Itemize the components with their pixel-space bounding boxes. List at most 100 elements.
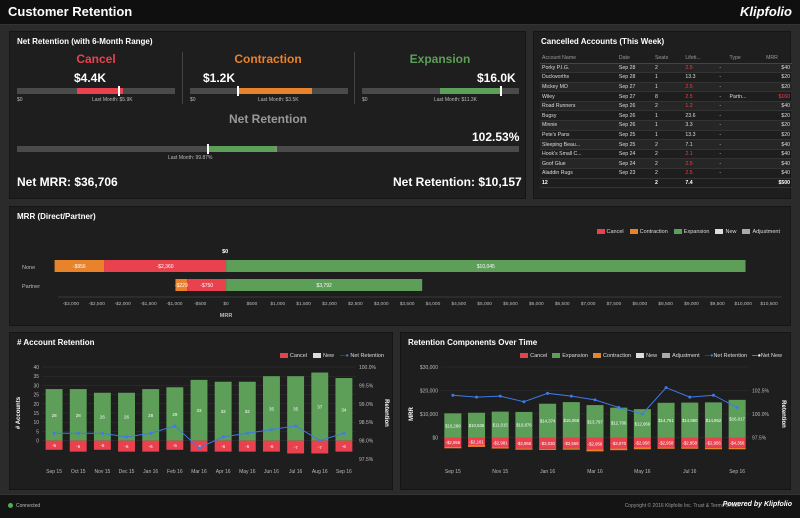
net-retention-point: [498, 394, 502, 398]
x-tick-label: Jan 16: [143, 469, 158, 475]
table-cell: 7.1: [683, 139, 718, 150]
y-tick-label: 20: [33, 402, 39, 408]
table-row[interactable]: Minnie Sep 26 1 3.3- $20: [540, 120, 792, 131]
x-tick-label: Jan 16: [540, 469, 555, 475]
x-tick-label: Feb 16: [167, 469, 183, 475]
cancel-value-label: -$3,070: [611, 441, 626, 446]
expansion-value-label: $12,706: [611, 421, 627, 426]
kpi-contraction-track: [190, 86, 348, 96]
table-row[interactable]: Hook's Small C... Sep 24 2 2.1- $40: [540, 149, 792, 160]
legend-item-expansion[interactable]: Expansion: [552, 353, 588, 359]
x-tick-label: Apr 16: [216, 469, 231, 475]
table-cell: Pete's Pans: [540, 130, 617, 141]
legend-item-new[interactable]: New: [636, 353, 657, 359]
table-cell: Mickey MO: [540, 82, 617, 93]
x-tick-label: $3,000: [374, 301, 389, 307]
copyright[interactable]: Copyright © 2016 Klipfolio Inc. Trust & …: [624, 503, 740, 509]
x-tick-label: Mar 16: [191, 469, 207, 475]
table-cell: Minnie: [540, 120, 617, 131]
table-cell: 2.5: [683, 158, 718, 170]
legend-item-contraction[interactable]: Contraction: [629, 229, 668, 235]
column-header[interactable]: Seats: [652, 54, 684, 64]
cancel-value-label: -6: [245, 444, 249, 449]
y2-tick-label: 98.5%: [359, 420, 374, 426]
x-tick-label: $7,000: [581, 301, 596, 307]
table-row[interactable]: Bugsy Sep 26 1 23.6- $20: [540, 110, 792, 122]
cancelled-accounts-panel: Cancelled Accounts (This Week) Account N…: [533, 31, 792, 199]
net-retention-point: [221, 435, 225, 439]
current-marker: [237, 86, 239, 96]
table-cell: 1: [652, 120, 684, 131]
net-retention-point: [149, 431, 153, 435]
cancel-bar: [335, 440, 353, 452]
x-tick-label: $9,500: [710, 301, 725, 307]
cancel-bar: [287, 440, 305, 454]
x-tick-label: $500: [247, 301, 258, 307]
x-tick-label: May 16: [634, 469, 651, 475]
table-row[interactable]: Aladdin Rugs Sep 23 2 2.5- $40: [540, 168, 792, 179]
legend-item-cancel[interactable]: Cancel: [520, 353, 547, 359]
current-marker: [500, 86, 502, 96]
new-bar: [214, 381, 232, 441]
table-cell: -: [717, 130, 728, 141]
table-row[interactable]: Porky P.I.G. Sep 28 2 2.5- $40: [540, 63, 792, 74]
legend-item-expansion[interactable]: Expansion: [673, 229, 709, 235]
cancel-value-label: -$4,356: [730, 441, 745, 446]
legend-item-net-new[interactable]: —●Net New: [752, 353, 782, 359]
table-cell: -: [717, 120, 728, 131]
x-tick-label: $6,000: [529, 301, 544, 307]
legend-item-cancel[interactable]: Cancel: [279, 353, 307, 359]
table-cell: $20: [764, 82, 792, 93]
column-header[interactable]: [717, 54, 728, 64]
cancel-value-label: -6: [269, 444, 273, 449]
table-cell: $20: [764, 72, 792, 83]
cancel-bar: [187, 279, 227, 291]
table-cell: 2: [652, 149, 684, 160]
table-row[interactable]: Sleeping Beau... Sep 25 2 7.1- $40: [540, 139, 792, 150]
table-cell: 1: [652, 72, 684, 83]
current-marker: [118, 86, 120, 96]
legend-item-adjustment[interactable]: Adjustment: [742, 229, 780, 235]
y-tick-label: 35: [33, 374, 39, 380]
table-row[interactable]: Duckworths Sep 28 1 13.3- $20: [540, 72, 792, 83]
table-cell: $40: [764, 139, 792, 150]
y-tick-label: 25: [33, 393, 39, 399]
table-cell: [727, 130, 765, 141]
column-header[interactable]: Lifeti...: [683, 54, 718, 64]
column-header[interactable]: Date: [616, 54, 653, 64]
legend-item-new[interactable]: New: [312, 353, 334, 359]
contraction-bar: [657, 447, 675, 449]
new-value-label: 26: [124, 415, 130, 420]
legend-item-cancel[interactable]: Cancel: [596, 229, 624, 235]
new-bar: [287, 376, 305, 441]
table-row[interactable]: Road Runners Sep 26 2 1.2- $40: [540, 101, 792, 112]
contraction-label: -$229: [175, 283, 188, 289]
table-row[interactable]: Pete's Pans Sep 25 1 13.3- $20: [540, 130, 792, 141]
column-header[interactable]: MRR: [764, 54, 792, 64]
table-row[interactable]: Wiley Sep 27 8 2.5- Partn... $160: [540, 91, 792, 102]
column-header[interactable]: Type: [727, 54, 765, 64]
legend-item-net-retention[interactable]: —● Net Retention: [340, 353, 384, 359]
y-tick-label: $30,000: [420, 365, 438, 371]
legend-item-adjustment[interactable]: Adjustment: [662, 353, 700, 359]
column-header[interactable]: Account Name: [540, 54, 617, 64]
y2-tick-label: 100.0%: [359, 365, 377, 371]
kpi-expansion-zero: $0: [362, 97, 368, 103]
x-tick-label: -$3,000: [63, 301, 80, 307]
contraction-bar: [586, 449, 604, 452]
cancel-value-label: -$2,161: [469, 439, 484, 444]
y2-tick-label: 98.0%: [359, 439, 374, 445]
table-row[interactable]: Goof Glue Sep 24 2 2.5- $40: [540, 158, 792, 170]
x-tick-label: $10,000: [735, 301, 753, 307]
x-tick-label: Nov 15: [492, 469, 508, 475]
legend-item-net-retention[interactable]: —●Net Retention: [704, 353, 748, 359]
legend-item-new[interactable]: New: [715, 229, 736, 235]
zero-label: $0: [222, 249, 228, 255]
table-row[interactable]: Mickey MO Sep 27 1 2.5- $20: [540, 82, 792, 93]
expansion-bar: [444, 413, 462, 438]
table-cell: 2: [652, 139, 684, 150]
mrr-panel: MRR (Direct/Partner) Cancel Contraction …: [9, 206, 791, 326]
legend-item-contraction[interactable]: Contraction: [592, 353, 631, 359]
cancel-bar: [214, 440, 232, 452]
table-cell: -: [717, 82, 728, 93]
